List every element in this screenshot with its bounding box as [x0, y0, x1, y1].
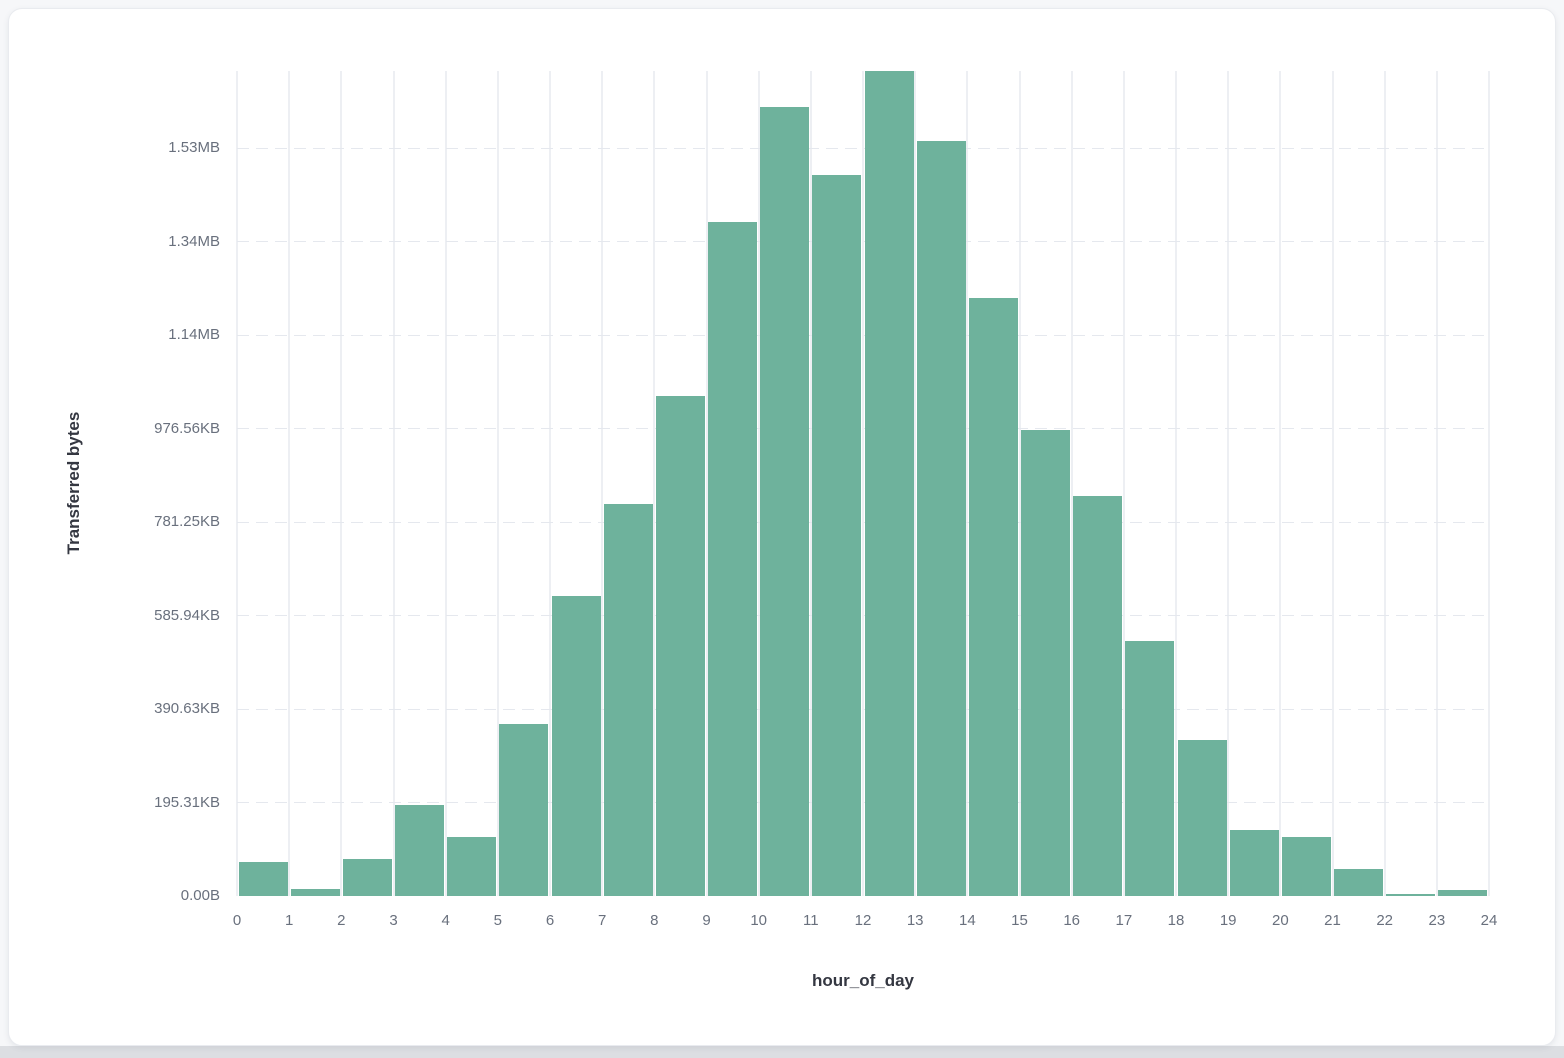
- x-tick-label: 6: [545, 912, 555, 929]
- horizontal-gridline: [237, 521, 1489, 523]
- bar-hour-20[interactable]: [1281, 837, 1331, 896]
- vertical-gridline: [653, 71, 656, 896]
- bar-hour-15[interactable]: [1021, 429, 1071, 896]
- vertical-gridline: [966, 71, 969, 896]
- bar-hour-8[interactable]: [655, 396, 705, 896]
- horizontal-gridline: [237, 802, 1489, 803]
- x-tick-label: 3: [389, 912, 398, 929]
- vertical-gridline: [1435, 71, 1438, 896]
- x-tick-label: 2: [337, 912, 346, 929]
- vertical-gridline: [496, 71, 499, 896]
- vertical-gridline: [1331, 71, 1334, 896]
- vertical-gridline: [1175, 71, 1177, 896]
- bar-hour-11[interactable]: [812, 175, 862, 896]
- y-tick-label: 781.25KB: [154, 513, 220, 531]
- vertical-gridline: [601, 71, 604, 896]
- x-tick-label: 18: [1167, 912, 1185, 929]
- y-tick-label: 1.14MB: [168, 326, 220, 344]
- bar-hour-6[interactable]: [551, 596, 601, 896]
- x-tick-label: 19: [1219, 912, 1237, 929]
- horizontal-gridline: [237, 147, 1489, 149]
- bar-hour-3[interactable]: [395, 804, 445, 896]
- vertical-gridline: [757, 71, 760, 896]
- bar-hour-23[interactable]: [1438, 890, 1488, 896]
- vertical-gridline: [1279, 71, 1282, 896]
- y-tick-label: 1.53MB: [168, 139, 220, 157]
- x-tick-label: 7: [597, 912, 607, 929]
- x-tick-label: 23: [1428, 912, 1446, 929]
- bar-hour-22[interactable]: [1386, 893, 1436, 896]
- vertical-gridline: [1488, 71, 1490, 896]
- vertical-gridline: [444, 71, 447, 896]
- y-axis-title: Transferred bytes: [64, 411, 83, 555]
- bar-hour-17[interactable]: [1125, 641, 1175, 896]
- vertical-gridline: [340, 71, 343, 896]
- x-tick-label: 24: [1480, 912, 1498, 929]
- bar-hour-12[interactable]: [864, 71, 914, 896]
- horizontal-gridline: [237, 615, 1489, 617]
- vertical-gridline: [1383, 71, 1386, 896]
- x-tick-label: 17: [1115, 912, 1133, 929]
- y-tick-label: 1.34MB: [168, 232, 220, 250]
- bar-hour-14[interactable]: [968, 298, 1018, 896]
- x-tick-label: 5: [493, 912, 502, 929]
- bar-hour-2[interactable]: [342, 859, 392, 896]
- x-tick-label: 14: [958, 912, 976, 929]
- vertical-gridline: [392, 71, 395, 896]
- x-tick-label: 4: [441, 912, 450, 929]
- bar-hour-19[interactable]: [1229, 830, 1279, 896]
- vertical-gridline: [862, 71, 864, 896]
- horizontal-gridline: [237, 708, 1489, 710]
- vertical-gridline: [705, 71, 708, 896]
- x-axis-title: hour_of_day: [811, 971, 915, 990]
- x-tick-label: 22: [1376, 912, 1393, 929]
- x-tick-label: 10: [750, 912, 767, 929]
- vertical-gridline: [1227, 71, 1230, 896]
- vertical-gridline: [549, 71, 551, 896]
- page-bottom-strip: [0, 1046, 1564, 1058]
- vertical-gridline: [288, 71, 291, 896]
- horizontal-gridline: [237, 334, 1489, 336]
- vertical-gridline: [1018, 71, 1021, 896]
- bar-hour-16[interactable]: [1073, 495, 1123, 896]
- bar-hour-10[interactable]: [760, 106, 810, 896]
- vertical-gridline: [1070, 71, 1073, 896]
- bar-hour-21[interactable]: [1334, 868, 1384, 896]
- y-tick-label: 390.63KB: [154, 700, 220, 718]
- bar-hour-7[interactable]: [603, 504, 653, 896]
- horizontal-gridline: [237, 241, 1489, 243]
- vertical-gridline: [1122, 71, 1125, 896]
- x-tick-label: 20: [1271, 912, 1289, 929]
- bar-hour-1[interactable]: [290, 888, 340, 896]
- vertical-gridline: [914, 71, 917, 896]
- x-tick-label: 11: [803, 912, 819, 929]
- x-tick-label: 1: [284, 912, 294, 929]
- bar-hour-5[interactable]: [499, 724, 549, 896]
- x-tick-label: 9: [702, 912, 711, 929]
- bar-hour-4[interactable]: [447, 837, 497, 896]
- x-tick-label: 13: [906, 912, 924, 929]
- vertical-gridline: [809, 71, 812, 896]
- bar-hour-13[interactable]: [916, 141, 966, 896]
- x-tick-label: 15: [1011, 912, 1028, 929]
- y-tick-label: 0.00B: [180, 887, 220, 904]
- y-tick-label: 976.56KB: [154, 419, 220, 437]
- y-tick-label: 195.31KB: [154, 793, 220, 811]
- bar-hour-9[interactable]: [708, 221, 758, 896]
- bar-hour-0[interactable]: [238, 862, 288, 896]
- x-tick-label: 8: [650, 912, 659, 929]
- x-tick-label: 0: [232, 912, 242, 929]
- x-tick-label: 16: [1063, 912, 1080, 929]
- x-tick-label: 21: [1324, 912, 1341, 929]
- x-tick-label: 12: [854, 912, 872, 929]
- bar-hour-18[interactable]: [1177, 739, 1227, 896]
- vertical-gridline: [236, 71, 238, 896]
- horizontal-gridline: [237, 428, 1489, 430]
- y-tick-label: 585.94KB: [154, 606, 220, 624]
